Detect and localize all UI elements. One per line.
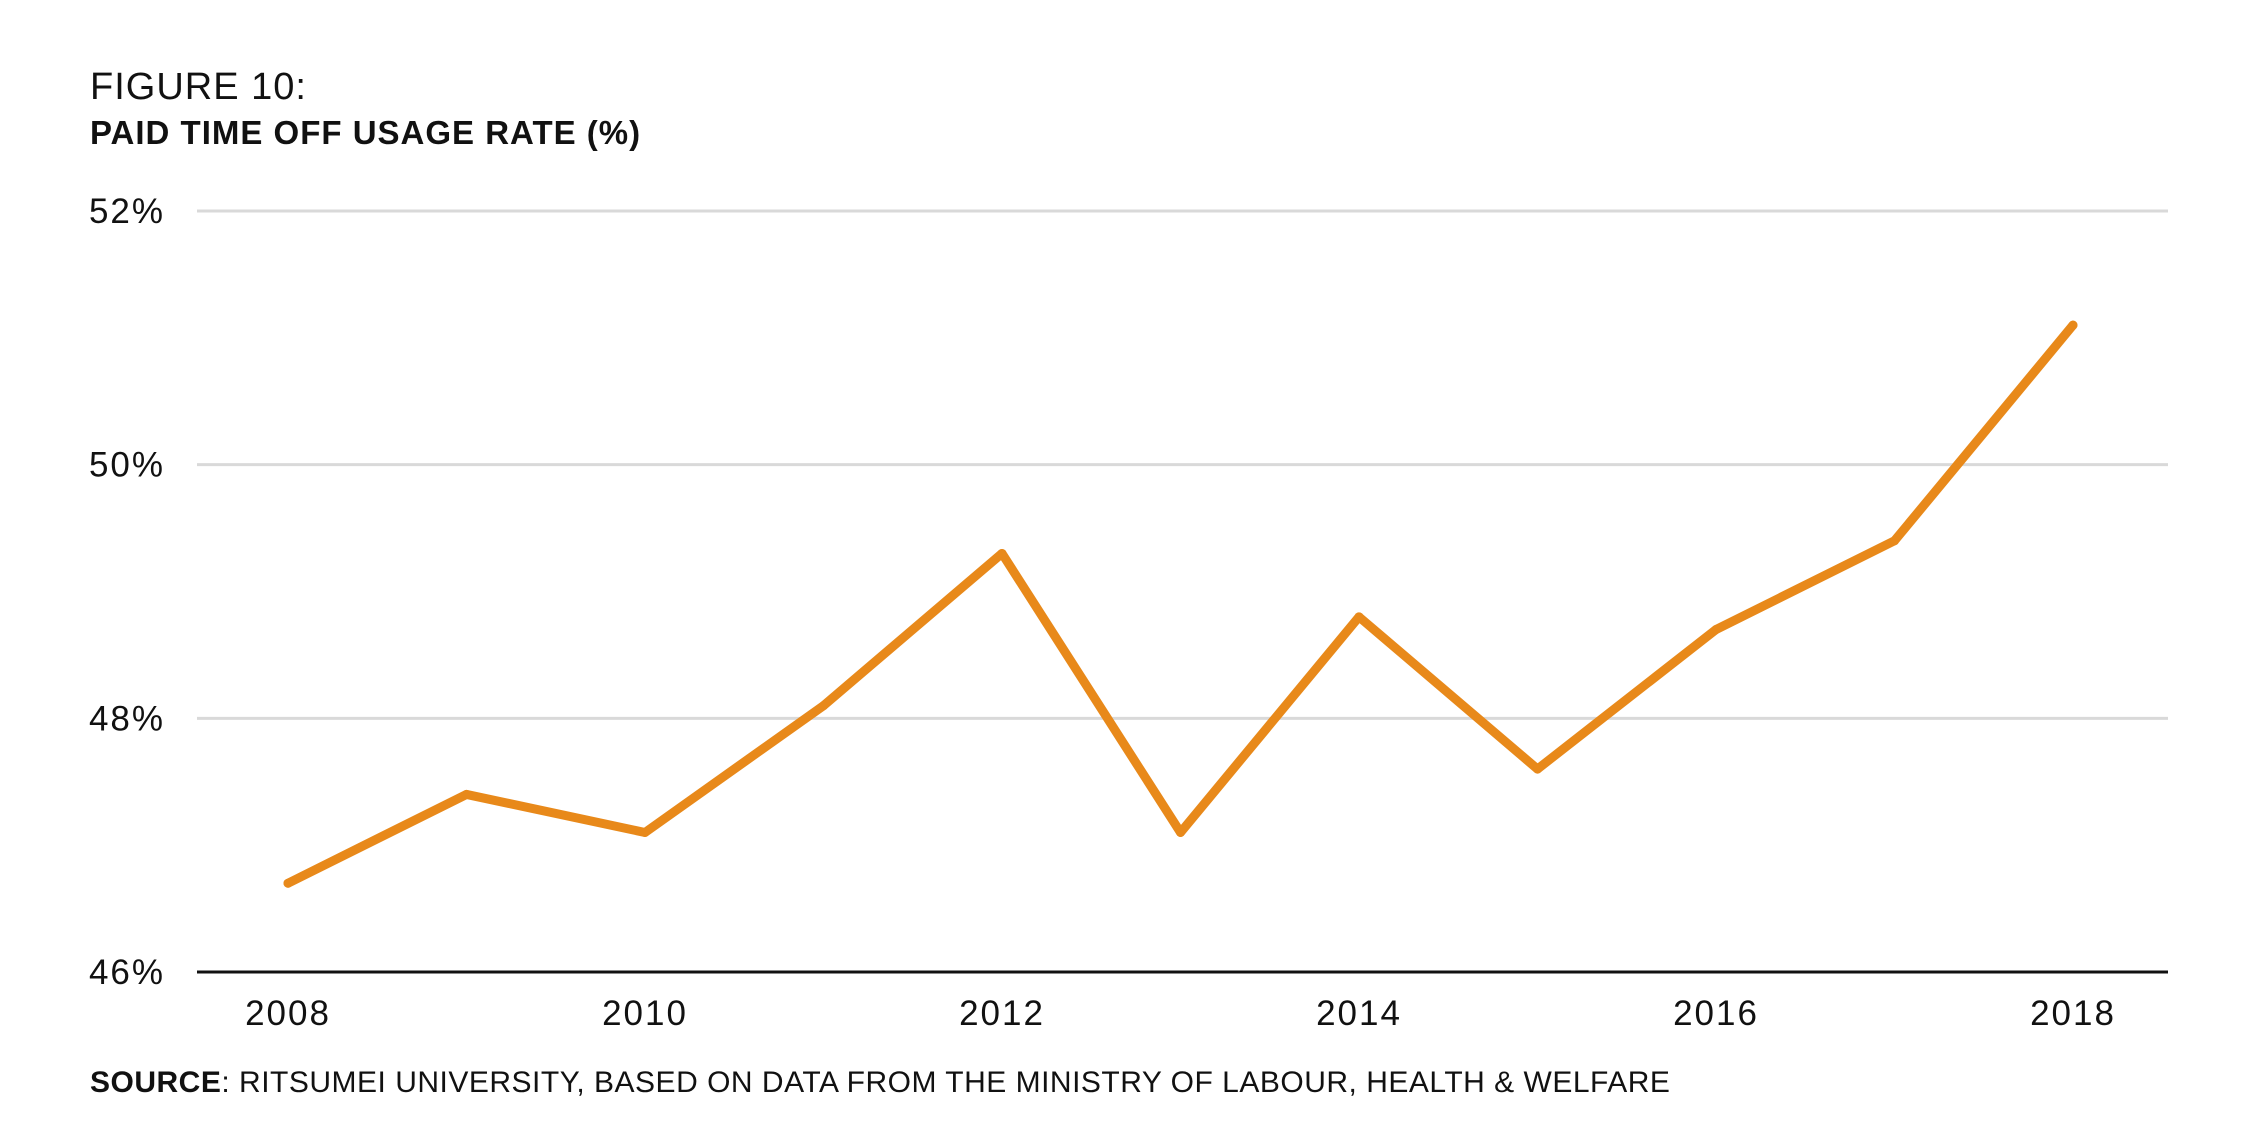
x-tick-label: 2010 xyxy=(602,994,688,1033)
x-tick-label: 2014 xyxy=(1316,994,1402,1033)
figure-label: FIGURE 10: xyxy=(90,66,307,108)
x-tick-label: 2012 xyxy=(959,994,1045,1033)
series-line xyxy=(283,320,2078,888)
data-point xyxy=(462,789,471,799)
data-point xyxy=(1176,827,1185,837)
data-point xyxy=(819,701,828,711)
y-axis-tick-labels: 46% 48% 50% 52% xyxy=(89,192,165,992)
data-point xyxy=(1890,536,1899,546)
source-note: SOURCE: RITSUMEI UNIVERSITY, BASED ON DA… xyxy=(90,1066,1670,1100)
y-tick-label: 46% xyxy=(89,953,165,992)
x-tick-label: 2016 xyxy=(1673,994,1759,1033)
gridlines xyxy=(197,209,2168,720)
data-point xyxy=(1533,764,1542,774)
data-point xyxy=(997,548,1007,558)
source-label: SOURCE xyxy=(90,1066,222,1099)
data-point xyxy=(1711,625,1721,635)
chart-title: PAID TIME OFF USAGE RATE (%) xyxy=(90,114,642,151)
x-axis-tick-labels: 2008 2010 2012 2014 2016 2018 xyxy=(245,994,2116,1033)
x-tick-label: 2008 xyxy=(245,994,331,1033)
y-tick-label: 48% xyxy=(89,699,165,738)
series-layer xyxy=(283,320,2078,888)
data-point xyxy=(283,878,293,888)
y-tick-label: 52% xyxy=(89,192,165,231)
source-text: : RITSUMEI UNIVERSITY, BASED ON DATA FRO… xyxy=(221,1066,1671,1099)
data-point xyxy=(1354,612,1364,622)
y-tick-label: 50% xyxy=(89,446,165,485)
data-point xyxy=(2068,320,2078,330)
x-tick-label: 2018 xyxy=(2030,994,2116,1033)
data-point xyxy=(640,827,650,837)
